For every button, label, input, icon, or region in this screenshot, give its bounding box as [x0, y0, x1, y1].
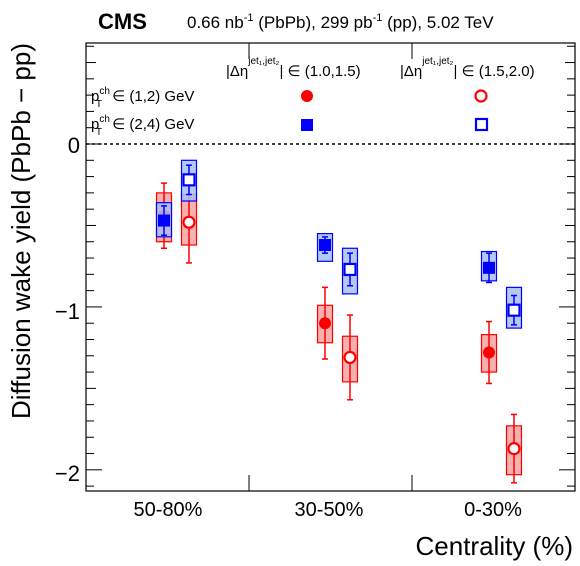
data-point-open-circle	[343, 350, 357, 365]
axis-ticks	[86, 43, 575, 491]
data-point-filled-circle	[319, 317, 331, 330]
y-axis-title: Diffusion wake yield (PbPb − pp)	[6, 43, 36, 419]
x-tick-label-1: 30-50%	[295, 499, 364, 521]
x-axis-title: Centrality (%)	[416, 531, 573, 561]
x-tick-label-0: 50-80%	[134, 499, 203, 521]
legend-column-1: |Δηjet₁,jet₂| ∈ (1.0,1.5)	[226, 56, 361, 80]
y-tick-label-2: −2	[55, 461, 80, 486]
data-point-open-square	[507, 303, 521, 317]
data-point-filled-square	[158, 214, 170, 227]
data-point-open-square	[343, 262, 357, 277]
x-tick-label-2: 0-30%	[464, 499, 522, 521]
legend-marker-filled-square	[301, 119, 313, 131]
data-point-filled-circle	[483, 346, 495, 359]
data-point-open-circle	[507, 442, 521, 456]
legend-marker-open-square	[474, 117, 489, 132]
legend-marker-open-circle	[474, 89, 488, 103]
experiment-label: CMS	[98, 9, 147, 34]
data-point-open-square	[182, 173, 196, 187]
legend-row-2: pch T ∈ (2,4) GeV	[91, 114, 194, 138]
y-tick-label-0: 0	[68, 133, 80, 158]
luminosity-label: 0.66 nb-1 (PbPb), 299 pb-1 (pp), 5.02 Te…	[187, 12, 494, 32]
legend-row-1: pch T ∈ (1,2) GeV	[91, 86, 194, 110]
data-point-filled-square	[483, 261, 495, 274]
data-point-filled-square	[319, 239, 331, 252]
legend-column-2: |Δηjet₁,jet₂| ∈ (1.5,2.0)	[400, 56, 535, 80]
y-tick-label-1: −1	[55, 299, 80, 324]
plot-frame	[85, 42, 576, 492]
data-marks	[155, 159, 523, 484]
legend-marker-filled-circle	[301, 90, 313, 102]
legend: |Δηjet₁,jet₂| ∈ (1.0,1.5) |Δηjet₁,jet₂| …	[91, 56, 535, 138]
data-point-open-circle	[182, 215, 196, 229]
